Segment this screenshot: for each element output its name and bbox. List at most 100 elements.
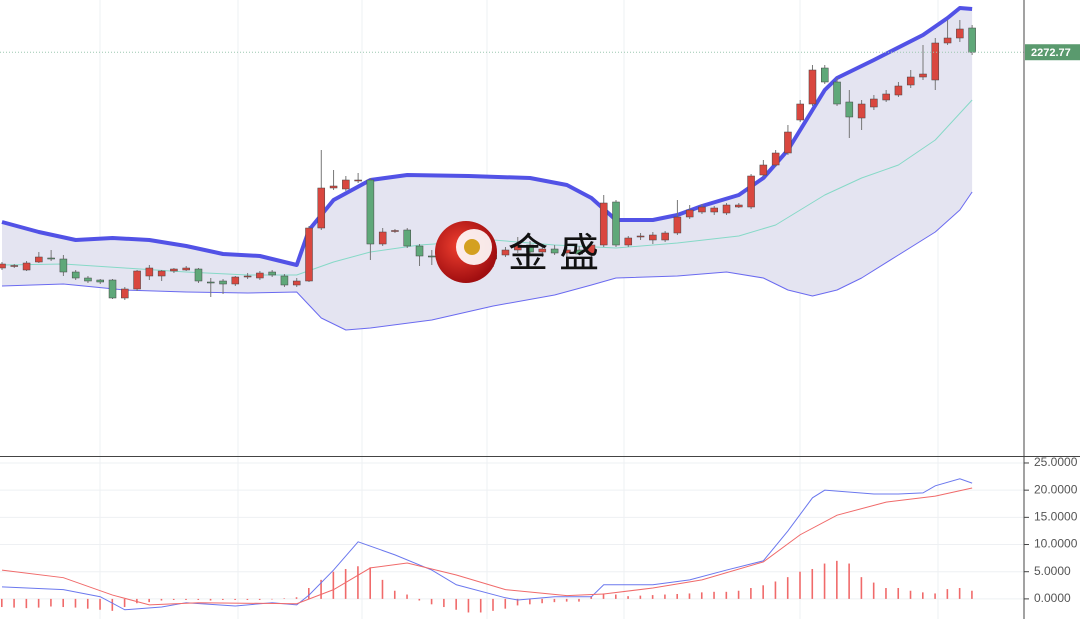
- histogram-bar: [209, 598, 212, 601]
- candle-body: [735, 204, 743, 208]
- histogram-bar: [700, 592, 703, 599]
- histogram-bar: [565, 598, 568, 602]
- price-panel: 2272.77: [0, 6, 1080, 331]
- histogram-bar: [283, 598, 286, 599]
- candle-body: [268, 271, 276, 276]
- candle-body: [857, 103, 866, 119]
- candle-body: [808, 69, 817, 105]
- candle-body: [722, 204, 731, 214]
- histogram-bar: [590, 596, 593, 599]
- histogram-bar: [946, 589, 949, 599]
- y-tick-label: 25.0000: [1034, 455, 1078, 469]
- candle-body: [366, 179, 375, 245]
- histogram-bar: [246, 598, 249, 600]
- histogram-bar: [271, 598, 273, 600]
- candle-body: [35, 256, 43, 263]
- candle-body: [550, 248, 559, 254]
- candle-body: [170, 268, 178, 272]
- candle-body: [784, 131, 792, 154]
- histogram-bar: [393, 590, 396, 599]
- histogram-bar: [406, 594, 408, 599]
- histogram-bar: [25, 598, 28, 609]
- candle-body: [59, 258, 68, 273]
- histogram-bar: [455, 598, 457, 610]
- candle-body: [194, 268, 203, 282]
- candle-body: [526, 244, 534, 253]
- band-line: [1, 191, 973, 331]
- candle-body: [378, 231, 387, 245]
- candle-body: [919, 73, 927, 78]
- histogram-bar: [774, 581, 777, 599]
- histogram-bar: [99, 598, 101, 610]
- last-price-label: 2272.77: [1031, 47, 1071, 59]
- histogram-bar: [332, 571, 335, 599]
- band-fill: [2, 8, 973, 330]
- histogram-bar: [799, 571, 801, 599]
- histogram-bar: [737, 590, 740, 599]
- candle-body: [391, 230, 399, 232]
- histogram-bar: [222, 598, 224, 600]
- macd-line: [1, 487, 973, 606]
- histogram-bar: [836, 560, 838, 599]
- histogram-bar: [320, 579, 322, 599]
- histogram-bar: [479, 598, 482, 613]
- histogram-bar: [62, 598, 64, 608]
- histogram-bar: [922, 592, 924, 599]
- histogram-bar: [934, 593, 936, 599]
- candle-body: [796, 103, 804, 121]
- histogram-bar: [13, 598, 15, 608]
- histogram-bar: [688, 593, 691, 599]
- candle-body: [317, 187, 326, 229]
- candle-body: [710, 207, 718, 213]
- histogram-bar: [885, 588, 887, 599]
- histogram-bar: [615, 594, 617, 599]
- histogram-bar: [897, 588, 900, 599]
- candle-body: [698, 206, 706, 213]
- candle-body: [403, 229, 411, 247]
- histogram-bar: [418, 598, 421, 601]
- candle-body: [771, 152, 780, 166]
- histogram-bar: [430, 598, 433, 605]
- histogram-bar: [541, 598, 543, 604]
- candle-body: [833, 81, 841, 105]
- histogram-bar: [651, 595, 654, 599]
- histogram-bar: [1, 598, 3, 608]
- histogram-bar: [381, 579, 384, 599]
- watermark: 金 盛: [435, 221, 599, 283]
- histogram-bar: [750, 588, 752, 599]
- histogram-bar: [971, 590, 973, 599]
- candle-body: [354, 179, 362, 182]
- histogram-bar: [725, 591, 728, 599]
- candle-body: [661, 232, 669, 241]
- histogram-bar: [86, 598, 89, 609]
- logo-dot: [464, 239, 480, 255]
- y-tick-label: 20.0000: [1034, 482, 1078, 496]
- candle-body: [906, 76, 915, 86]
- candle-body: [636, 235, 645, 238]
- histogram-bar: [504, 598, 507, 609]
- histogram-bar: [553, 598, 556, 603]
- candle-body: [243, 275, 252, 278]
- candle-body: [280, 275, 289, 286]
- candle-body: [943, 37, 952, 44]
- histogram-bar: [516, 598, 519, 606]
- y-tick-label: 10.0000: [1034, 537, 1078, 551]
- candle-body: [133, 270, 141, 290]
- histogram-bar: [909, 590, 912, 599]
- histogram-bar: [786, 577, 789, 599]
- candle-body: [599, 202, 608, 246]
- histogram-bar: [823, 563, 826, 599]
- histogram-bar: [111, 598, 114, 611]
- histogram-bar: [492, 598, 494, 611]
- candle-body: [587, 244, 596, 255]
- histogram-bar: [713, 591, 715, 599]
- candle-body: [22, 262, 31, 271]
- candle-body: [514, 244, 522, 251]
- histogram-bar: [811, 568, 814, 599]
- candle-body: [956, 28, 964, 39]
- histogram-bar: [258, 598, 261, 600]
- candle-body: [182, 267, 190, 271]
- histogram-bar: [602, 593, 605, 599]
- histogram-bar: [443, 598, 445, 608]
